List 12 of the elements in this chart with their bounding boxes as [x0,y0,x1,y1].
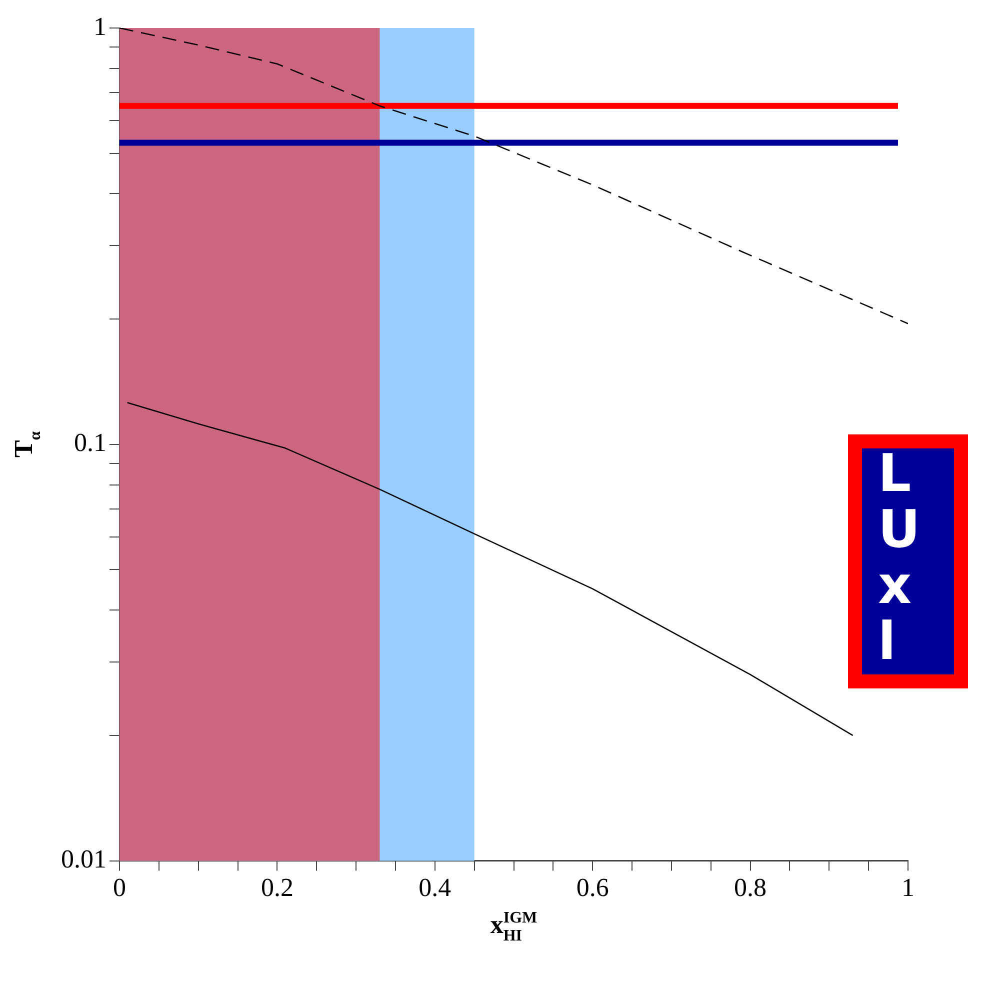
y-axis-title: Tα [9,431,44,458]
x-tick-label: 0.8 [734,873,767,902]
annotation: L U x l [878,444,920,672]
x-tick-label: 0 [113,873,126,902]
x-tick-label: 1 [902,873,914,902]
y-tick-label: 1 [94,12,106,41]
y-tick-label: 0.01 [61,844,106,874]
x-tick-label: 0.2 [260,873,294,902]
line-series [120,28,908,324]
y-tick-label: 0.1 [74,428,106,458]
x-tick-label: 0.4 [418,873,452,902]
x-tick-label: 0.6 [576,873,609,902]
